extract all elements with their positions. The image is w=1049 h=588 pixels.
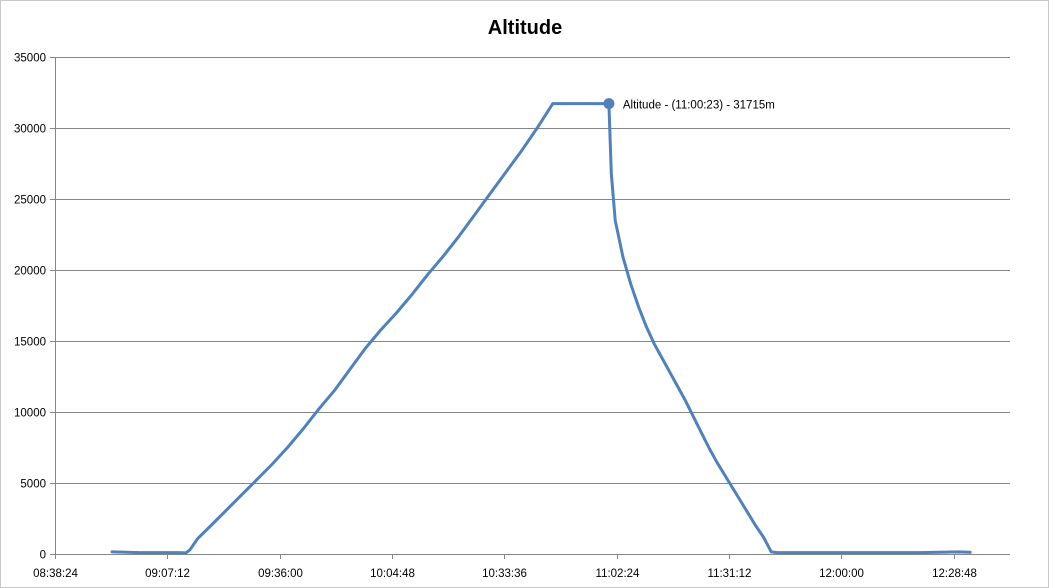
annotation-group: Altitude - (11:00:23) - 31715m (603, 98, 775, 112)
y-tick-label: 0 (40, 550, 46, 562)
y-tick-label: 20000 (14, 266, 46, 278)
peak-marker (603, 98, 615, 110)
x-tick-label: 09:36:00 (258, 568, 303, 580)
x-axis: 08:38:24 09:07:12 09:36:00 10:04:48 10:33:36… (33, 554, 1010, 580)
x-tick-label: 08:38:24 (33, 568, 78, 580)
y-tick-label: 10000 (14, 408, 46, 420)
x-tick-label: 09:07:12 (145, 568, 190, 580)
y-tick-label: 35000 (14, 53, 46, 65)
x-tick-label: 12:00:00 (819, 568, 864, 580)
y-tick-label: 5000 (20, 479, 46, 491)
gridlines (55, 57, 1010, 484)
series-group (110, 102, 972, 555)
x-tick-label: 10:04:48 (370, 568, 415, 580)
x-tick-label: 11:02:24 (596, 568, 641, 580)
y-tick-label: 15000 (14, 337, 46, 349)
y-axis: 0 5000 10000 15000 20000 25000 30000 35000 (14, 53, 56, 562)
x-tick-label: 10:33:36 (482, 568, 527, 580)
chart-title: Altitude (488, 17, 562, 39)
altitude-series-line (110, 102, 972, 555)
x-tick-label: 11:31:12 (708, 568, 752, 580)
peak-data-label: Altitude - (11:00:23) - 31715m (623, 100, 775, 112)
y-tick-label: 25000 (14, 195, 46, 207)
x-tick-label: 12:28:48 (932, 568, 977, 580)
y-tick-label: 30000 (14, 124, 46, 136)
